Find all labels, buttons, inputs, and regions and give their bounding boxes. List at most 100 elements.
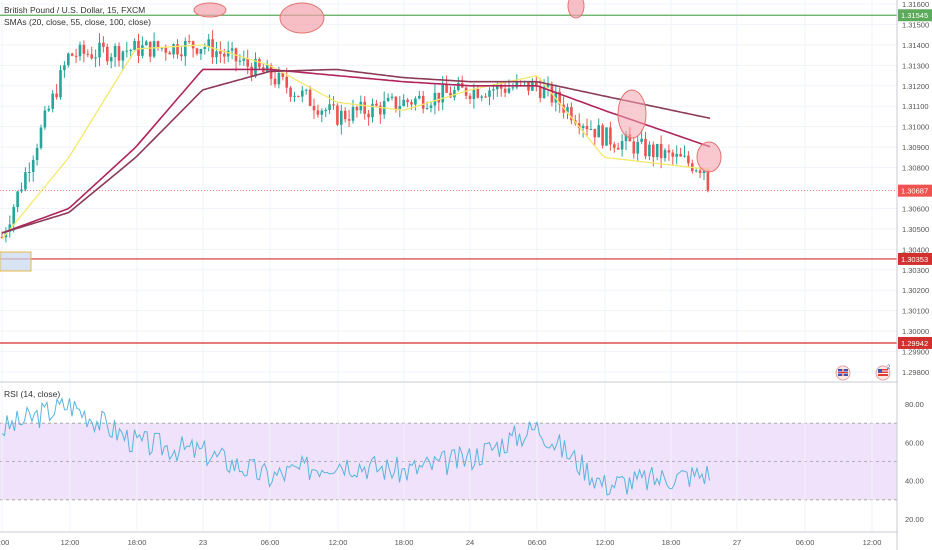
candle-body: [679, 153, 682, 157]
candle-body: [90, 54, 93, 59]
candle-body: [78, 44, 82, 57]
candle-body: [207, 39, 210, 48]
candle-body: [652, 144, 655, 158]
price-axis[interactable]: 1.31600 1.31500 1.31400 1.31300 1.31200 1.311…: [902, 0, 929, 377]
candle-body: [152, 41, 156, 57]
candle-body: [293, 95, 296, 97]
candle-body: [316, 110, 320, 115]
candle-body: [74, 55, 78, 57]
time-tick-label: 23: [199, 538, 207, 547]
rsi-tick-label: 60.00: [905, 438, 924, 447]
candle-body: [355, 106, 359, 111]
price-badge-label: 1.30353: [901, 255, 928, 264]
candle-body: [324, 110, 327, 112]
candle-body: [121, 51, 125, 61]
candle-body: [511, 87, 515, 89]
candle-body: [203, 47, 207, 50]
candle-body: [675, 153, 678, 157]
candle-body: [363, 101, 366, 114]
time-tick-label: 06:00: [528, 538, 547, 547]
candle-body: [671, 152, 675, 157]
time-axis[interactable]: 6:00 12:00 18:00 23 06:00 12:00 18:00 24 06:00 12…: [0, 538, 881, 547]
uk-flag-icon[interactable]: [835, 365, 851, 381]
candle-body: [332, 104, 335, 106]
price-tick-label: 1.30100: [902, 307, 929, 316]
candle-body: [589, 128, 593, 130]
candle-body: [238, 60, 242, 62]
time-tick-label: 06:00: [796, 538, 815, 547]
level-lines[interactable]: [0, 14, 897, 344]
us-flag-icon[interactable]: 2: [875, 365, 891, 381]
price-tick-label: 1.30200: [902, 286, 929, 295]
candle-body: [687, 155, 690, 164]
candle-body: [184, 41, 187, 57]
candle-body: [394, 96, 398, 109]
candle-body: [242, 58, 246, 61]
candle-body: [277, 72, 281, 85]
candle-body: [164, 47, 168, 53]
candle-body: [488, 90, 491, 97]
candle-body: [28, 172, 31, 174]
candle-body: [402, 99, 405, 107]
candle-body: [59, 70, 62, 98]
candle-body: [694, 170, 698, 172]
price-tick-label: 1.31000: [902, 123, 929, 132]
candle-body: [371, 103, 374, 118]
candle-body: [457, 82, 460, 91]
rsi-line: [1, 396, 710, 496]
candle-body: [133, 40, 136, 51]
candle-body: [343, 110, 347, 120]
candle-body: [441, 84, 444, 103]
candle-body: [94, 57, 97, 59]
candle-body: [632, 141, 636, 154]
candle-body: [160, 47, 164, 49]
sma-legend: SMAs (20, close, 55, close, 100, close): [4, 17, 151, 27]
highlight-ellipse: [193, 2, 227, 18]
candle-body: [546, 84, 550, 87]
candle-body: [496, 84, 499, 90]
candle-body: [304, 89, 308, 91]
candle-body: [386, 97, 390, 102]
candle-body: [328, 104, 331, 111]
range-box[interactable]: [0, 251, 32, 272]
candle-body: [613, 144, 616, 148]
candle-body: [624, 134, 628, 142]
candle-body: [70, 53, 74, 56]
moving-averages: [1, 44, 711, 240]
time-tick-label: 06:00: [261, 538, 280, 547]
rsi-tick-label: 20.00: [905, 515, 924, 524]
candle-body: [98, 42, 101, 58]
time-tick-label: 27: [733, 538, 741, 547]
candle-body: [367, 113, 370, 118]
candle-body: [659, 143, 663, 159]
time-tick-label: 24: [466, 538, 474, 547]
candle-body: [558, 91, 561, 105]
price-tick-label: 1.29900: [902, 348, 929, 357]
candle-body: [156, 41, 160, 48]
candle-body: [418, 95, 421, 99]
candle-body: [265, 65, 269, 73]
candle-body: [577, 123, 581, 129]
price-tick-label: 1.30600: [902, 204, 929, 213]
time-tick-label: 12:00: [61, 538, 80, 547]
sma-line: [1, 68, 711, 234]
candle-body: [359, 101, 363, 111]
rsi-axis[interactable]: 80.00 60.00 40.00 20.00: [905, 400, 924, 524]
candle-body: [655, 143, 659, 158]
price-tick-label: 1.31600: [902, 0, 929, 9]
candle-body: [449, 92, 452, 98]
candle-body: [285, 76, 288, 88]
candle-body: [663, 150, 667, 159]
candle-body: [308, 89, 312, 106]
highlight-annotations[interactable]: [193, 0, 722, 173]
candle-body: [145, 41, 148, 46]
candle-body: [601, 125, 604, 146]
candle-body: [414, 98, 417, 105]
candle-body: [109, 57, 113, 62]
time-tick-label: 12:00: [329, 538, 348, 547]
candle-body: [605, 127, 608, 146]
candle-body: [141, 45, 144, 56]
candle-body: [219, 51, 222, 54]
candle-body: [223, 53, 226, 57]
